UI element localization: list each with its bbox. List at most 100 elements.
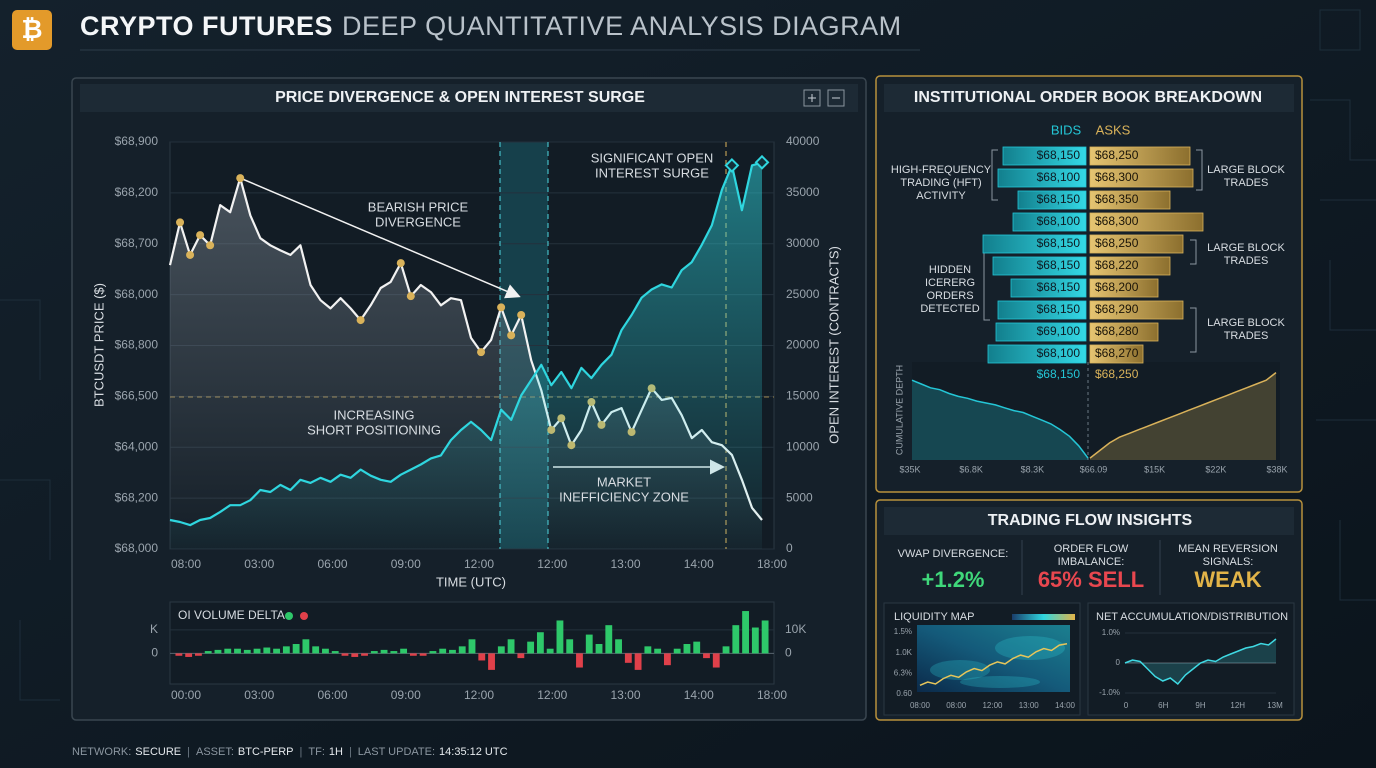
annotation: INTEREST SURGE	[595, 165, 709, 180]
status-label: TF:	[308, 746, 325, 758]
bid-price: $68,100	[1037, 170, 1081, 184]
x-tick-label: 13:00	[610, 688, 640, 702]
annotation: HIDDEN	[929, 264, 971, 276]
oi-peak-marker	[754, 154, 770, 170]
delta-bar	[419, 653, 427, 656]
y2-tick-label: 25000	[786, 287, 820, 301]
main-chart-title: PRICE DIVERGENCE & OPEN INTEREST SURGE	[275, 89, 645, 106]
delta-bar	[488, 653, 495, 670]
metric-label: ORDER FLOW	[1054, 543, 1129, 555]
delta-bar	[292, 644, 300, 654]
delta-bar	[742, 611, 749, 654]
delta-bar	[409, 653, 417, 656]
x-tick-label: 13:00	[1019, 701, 1040, 710]
x-tick-label: 6H	[1158, 701, 1168, 710]
bid-price: $68,150	[1037, 258, 1081, 272]
y-tick-label: $66,500	[115, 389, 159, 403]
y-tick-label: 1.0%	[1102, 628, 1120, 637]
delta-bar	[185, 653, 193, 657]
x-tick-label: $38K	[1266, 464, 1287, 474]
order-book-header	[884, 84, 1294, 112]
bid-bar	[1002, 146, 1087, 166]
y-tick-label: $68,000	[115, 287, 159, 301]
button-frame[interactable]	[827, 89, 845, 107]
oi-area	[170, 162, 762, 549]
delta-bar	[761, 620, 769, 654]
delta-bar	[546, 648, 554, 654]
flow-title: TRADING FLOW INSIGHTS	[988, 512, 1193, 529]
ask-price: $68,290	[1095, 302, 1139, 316]
button-frame[interactable]	[803, 89, 821, 107]
annotation: MARKET	[597, 474, 651, 489]
plus-icon[interactable]	[808, 94, 816, 102]
x-tick-label: $15K	[1144, 464, 1165, 474]
ask-bar	[1089, 344, 1144, 364]
metric-value: WEAK	[1194, 567, 1261, 592]
ask-price: $68,280	[1095, 324, 1139, 338]
accumulation-title: NET ACCUMULATION/DISTRIBUTION	[1096, 611, 1288, 623]
x-tick-label: 08:00	[946, 701, 967, 710]
depth-axis-title: CUMULATIVE DEPTH	[894, 365, 904, 455]
y-tick-label: 1.0K	[896, 648, 913, 657]
bitcoin-symbol: ₿	[21, 14, 42, 44]
delta-bar	[390, 651, 398, 654]
x-tick-label: 18:00	[757, 557, 787, 571]
bid-price: $68,150	[1037, 192, 1081, 206]
zoom-in-button[interactable]	[803, 89, 821, 107]
accumulation-panel	[1087, 602, 1295, 716]
delta-bar	[380, 649, 388, 654]
x-tick-label: 06:00	[317, 557, 347, 571]
status-value: BTC-PERP	[238, 746, 294, 758]
ask-bar	[1089, 256, 1171, 276]
delta-bar	[634, 653, 642, 670]
ask-price: $68,300	[1095, 170, 1139, 184]
annotation: INCREASING	[334, 407, 415, 422]
y-tick-label: $68,200	[115, 490, 159, 504]
annotation: ICERERG	[925, 277, 975, 289]
bid-bar	[992, 256, 1087, 276]
separator: |	[187, 746, 190, 758]
bid-bar	[1012, 212, 1087, 232]
annotation: BEARISH PRICE	[368, 199, 469, 214]
x-tick-label: $8.3K	[1021, 464, 1045, 474]
delta-bar	[400, 648, 408, 654]
order-book-title: INSTITUTIONAL ORDER BOOK BREAKDOWN	[914, 89, 1262, 106]
x-tick-label: 14:00	[684, 557, 714, 571]
depth-plot-area	[912, 362, 1280, 460]
metric-label: IMBALANCE:	[1058, 556, 1125, 568]
price-marker	[406, 292, 415, 301]
delta-bar	[693, 641, 701, 654]
ask-price: $68,270	[1095, 346, 1139, 360]
annotation: ACTIVITY	[916, 190, 966, 202]
x-tick-label: 18:00	[757, 688, 787, 702]
page-title: CRYPTO FUTURES DEEP QUANTITATIVE ANALYSIS…	[80, 11, 902, 41]
delta-bar	[458, 646, 466, 654]
delta-bar	[703, 653, 710, 659]
left-tick-label: K	[150, 622, 158, 636]
annotation: LARGE BLOCK	[1207, 164, 1285, 176]
y2-tick-label: 40000	[786, 134, 820, 148]
delta-bar	[370, 651, 378, 654]
metric-label: SIGNALS:	[1203, 556, 1254, 568]
heat-legend	[1012, 614, 1075, 620]
last-ask: $68,250	[1095, 367, 1139, 381]
annotation: TRADES	[1224, 330, 1269, 342]
oi-line	[169, 161, 763, 527]
annotation: INEFFICIENCY ZONE	[559, 489, 689, 504]
delta-bar	[722, 646, 730, 654]
status-label: NETWORK:	[72, 746, 131, 758]
y2-tick-label: 10000	[786, 439, 820, 453]
annotation: LARGE BLOCK	[1207, 242, 1285, 254]
bid-bar	[997, 300, 1087, 320]
x-tick-label: 0	[1124, 701, 1129, 710]
y2-tick-label: 0	[786, 541, 793, 555]
status-value: 1H	[329, 746, 343, 758]
delta-bar	[312, 646, 320, 654]
bids-header: BIDS	[1051, 122, 1082, 137]
delta-bar	[253, 648, 261, 654]
ask-bar	[1089, 168, 1194, 188]
y-tick-label: 6.3%	[894, 668, 912, 677]
zoom-out-button[interactable]	[827, 89, 845, 107]
delta-bar	[673, 648, 681, 654]
